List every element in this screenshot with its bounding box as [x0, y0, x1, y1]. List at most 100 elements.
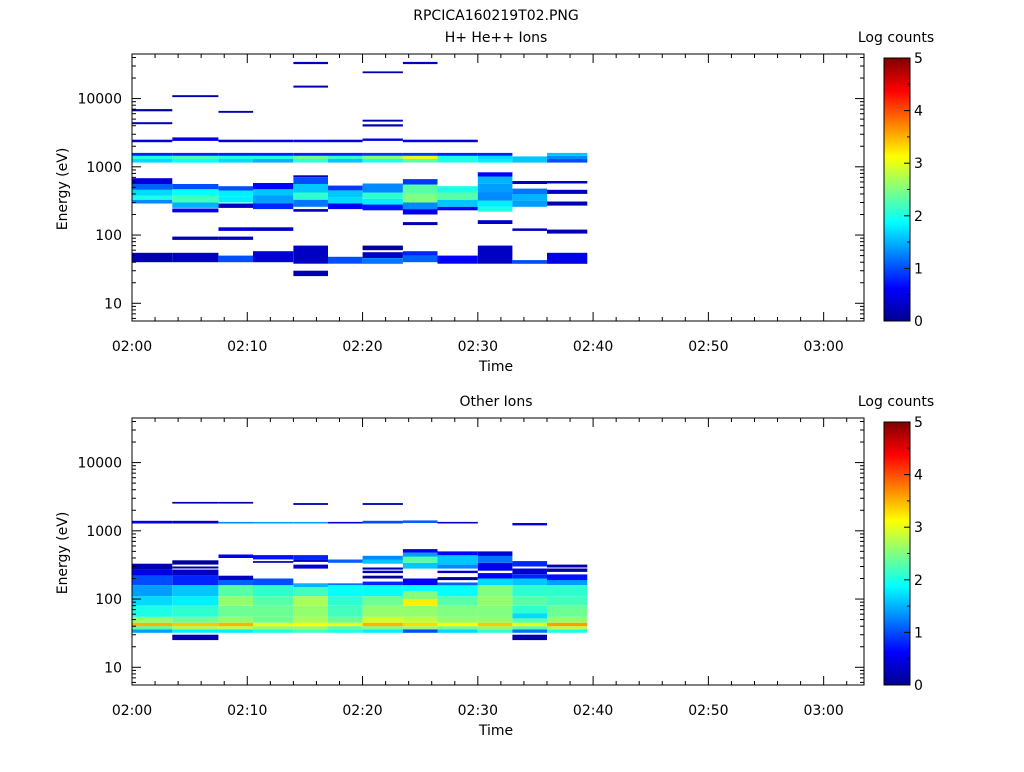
heatmap-cell [132, 520, 173, 524]
heatmap-cell [362, 252, 403, 258]
y-axis-label: Energy (eV) [55, 148, 71, 231]
heatmap-cell [547, 580, 588, 586]
heatmap-cell [293, 199, 328, 207]
heatmap-cell [477, 184, 513, 193]
heatmap-cell [362, 581, 403, 586]
heatmap-cell [477, 573, 513, 579]
heatmap-cell [293, 245, 328, 264]
heatmap-cell [293, 159, 328, 163]
heatmap-cell [218, 236, 254, 240]
heatmap-cell [437, 626, 478, 630]
x-tick-label: 02:20 [342, 339, 382, 355]
x-tick-label: 02:50 [688, 703, 728, 719]
colorbar-label: Log counts [858, 30, 934, 46]
heatmap-cell [437, 585, 478, 597]
heatmap-cell [362, 520, 403, 524]
colorbar-tick-label: 5 [914, 415, 923, 431]
heatmap-cell [362, 124, 403, 127]
heatmap-cell [328, 596, 363, 606]
heatmap-cell [362, 192, 403, 199]
colorbar-tick-label: 3 [914, 156, 923, 172]
y-tick-label: 10 [104, 660, 122, 676]
heatmap-cell [437, 629, 478, 633]
heatmap-cell [172, 605, 219, 617]
heatmap-cell [253, 189, 294, 196]
heatmap-cell [437, 616, 478, 623]
heatmap-cell [218, 139, 254, 143]
heatmap-cell [172, 184, 219, 190]
heatmap-cell [328, 616, 363, 623]
heatmap-cell [253, 578, 294, 586]
heatmap-cell [172, 566, 219, 569]
heatmap-cell [547, 229, 588, 234]
heatmap-cell [547, 574, 588, 581]
x-tick-label: 03:00 [803, 339, 843, 355]
heatmap-cell [293, 503, 328, 505]
heatmap-cell [132, 189, 173, 196]
heatmap-cell [293, 152, 328, 156]
colorbar-tick-label: 0 [914, 678, 923, 694]
heatmap-cell [402, 222, 438, 226]
x-tick-label: 02:10 [227, 703, 267, 719]
x-tick-label: 02:00 [112, 703, 152, 719]
heatmap-cell [218, 616, 254, 623]
panel-title: Other Ions [459, 394, 532, 410]
heatmap-cell [402, 61, 438, 65]
x-axis: 02:00 02:10 02:20 02:30 02:40 02:50 03:00 [112, 54, 848, 355]
heatmap-cell [172, 208, 219, 213]
heatmap-cell [402, 585, 438, 592]
heatmap-cell [132, 199, 173, 204]
heatmap-cell [132, 569, 173, 576]
colorbar-gradient [883, 57, 911, 322]
heatmap-cell [362, 155, 403, 159]
heatmap-cell [437, 199, 478, 207]
heatmap-cell [253, 155, 294, 159]
heatmap-cell [402, 194, 438, 203]
heatmap-cell [477, 206, 513, 212]
heatmap-cell [132, 159, 173, 163]
x-axis-label: Time [478, 359, 513, 375]
heatmap-cell [218, 186, 254, 191]
y-tick-label: 100 [95, 592, 122, 608]
heatmap-cell [362, 629, 403, 633]
heatmap-cell [293, 139, 328, 143]
heatmap-cell [437, 570, 478, 574]
heatmap-cell [477, 585, 513, 597]
heatmap-cell [172, 137, 219, 141]
heatmap-cell [437, 605, 478, 617]
heatmap-cell [362, 138, 403, 141]
heatmap-cell [477, 555, 513, 563]
heatmap-cell [362, 559, 403, 564]
heatmap-cell [218, 629, 254, 633]
heatmap-cell [437, 192, 478, 200]
heatmap-cell [218, 585, 254, 597]
heatmap-cell [172, 501, 219, 504]
heatmap-cell [437, 159, 478, 163]
y-axis: 10 100 1000 10000 [77, 420, 864, 683]
colorbar-label: Log counts [858, 394, 934, 410]
heatmap-cell [218, 596, 254, 606]
heatmap-cell [512, 596, 547, 606]
heatmap-cell [218, 605, 254, 617]
heatmap-cell [437, 596, 478, 606]
heatmap-cell [547, 159, 588, 163]
heatmap-cell [293, 587, 328, 597]
heatmap-cell [172, 520, 219, 524]
heatmap-cell [328, 159, 363, 163]
heatmap-cell [172, 252, 219, 263]
y-axis-label: Energy (eV) [55, 512, 71, 595]
heatmap-cell [132, 605, 173, 617]
heatmap-cell [328, 185, 363, 191]
heatmap-cell [328, 585, 363, 597]
heatmap-cell [402, 549, 438, 553]
heatmap-cell [172, 236, 219, 240]
heatmap-cell [547, 181, 588, 184]
heatmap-cell [512, 618, 547, 623]
heatmap-cell [477, 562, 513, 571]
heatmap-cell [132, 152, 173, 156]
heatmap-cell [218, 155, 254, 159]
heatmap-cell [512, 605, 547, 614]
heatmap-cell [477, 152, 513, 156]
heatmap-cell [512, 181, 547, 184]
